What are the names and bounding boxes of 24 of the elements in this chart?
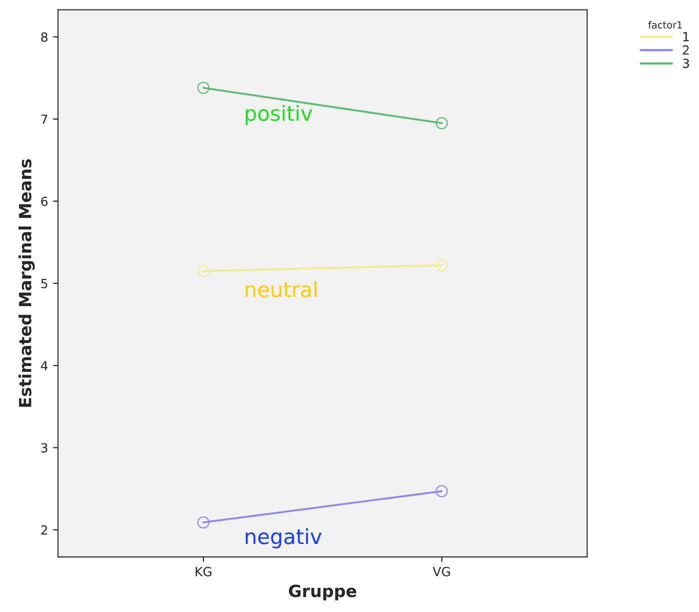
annotation: negativ	[246, 528, 322, 548]
y-tick-label: 3	[41, 443, 48, 453]
point	[197, 82, 210, 94]
annotation: neutral	[246, 281, 316, 298]
x-tick-label: VG	[432, 566, 450, 576]
point	[436, 259, 448, 272]
legend-label: 3	[682, 58, 689, 68]
y-tick-label: 4	[40, 361, 48, 370]
legend-title: factor1	[648, 21, 682, 29]
annotation: positiv	[246, 104, 312, 126]
y-tick-label: 2	[41, 525, 48, 535]
y-tick-label: 7	[41, 114, 48, 124]
legend-label: 1	[683, 32, 689, 42]
y-tick-label: 5	[41, 278, 48, 288]
point	[197, 264, 210, 278]
x-axis-title: Gruppe	[288, 584, 356, 600]
y-tick-label: 8	[41, 32, 48, 42]
y-axis-title: Estimated Marginal Means	[18, 159, 35, 407]
point	[436, 117, 448, 130]
legend-label: 2	[682, 45, 689, 55]
point	[436, 485, 448, 498]
x-tick-label: KG	[196, 566, 212, 576]
y-tick-label: 6	[41, 196, 48, 206]
point	[197, 516, 210, 528]
